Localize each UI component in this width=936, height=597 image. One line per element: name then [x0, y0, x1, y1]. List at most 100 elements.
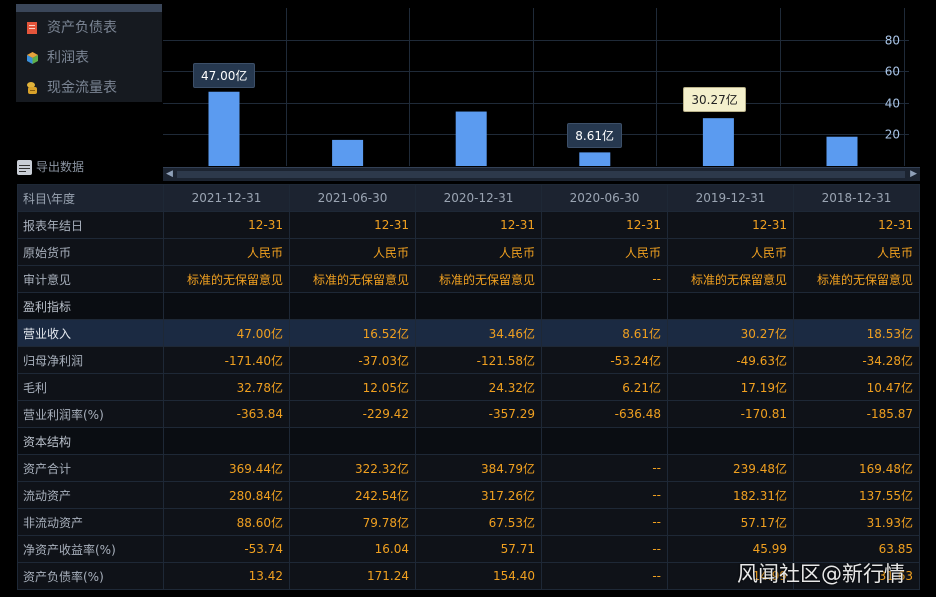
table-cell: 12-31 — [667, 211, 794, 239]
revenue-bar-chart: 20 40 60 80 47.00亿 8.61亿 30.27亿 — [163, 8, 920, 168]
menu-item-income-statement[interactable]: 利润表 — [26, 45, 89, 69]
table-cell: 标准的无保留意见 — [415, 265, 542, 293]
table-cell: 242.54亿 — [289, 481, 416, 509]
table-row: 流动资产 280.84亿 242.54亿 317.26亿 -- 182.31亿 137.55… — [17, 481, 920, 509]
row-label: 盈利指标 — [17, 292, 164, 320]
table-cell: 30.27亿 — [667, 319, 794, 347]
table-cell: -34.28亿 — [793, 346, 920, 374]
menu-item-label: 资产负债表 — [47, 20, 117, 36]
table-cell — [163, 427, 290, 455]
export-icon — [17, 160, 32, 175]
table-cell: 13.42 — [163, 562, 290, 590]
chart-scrollbar[interactable]: ◀ ▶ — [163, 167, 920, 181]
table-cell: -53.74 — [163, 535, 290, 563]
income-statement-icon — [26, 50, 39, 64]
section-row: 资本结构 — [17, 427, 920, 455]
table-cell: 24.32亿 — [415, 373, 542, 401]
table-cell: 12.05亿 — [289, 373, 416, 401]
table-cell: -170.81 — [667, 400, 794, 428]
chart-canvas: 20 40 60 80 — [163, 8, 909, 166]
export-label: 导出数据 — [36, 160, 85, 174]
scroll-left-icon[interactable]: ◀ — [166, 169, 173, 179]
row-label: 原始货币 — [17, 238, 164, 266]
sidebar-top-bar — [16, 4, 162, 12]
table-cell: 317.26亿 — [415, 481, 542, 509]
table-cell: 280.84亿 — [163, 481, 290, 509]
table-cell: -357.29 — [415, 400, 542, 428]
column-header[interactable]: 2021-12-31 — [163, 184, 290, 212]
table-cell: -171.40亿 — [163, 346, 290, 374]
table-cell — [415, 292, 542, 320]
table-header-row: 科目\年度 2021-12-31 2021-06-30 2020-12-31 2… — [17, 184, 920, 212]
table-cell: 8.61亿 — [541, 319, 668, 347]
table-cell: 人民币 — [289, 238, 416, 266]
export-data-button[interactable]: 导出数据 — [17, 158, 84, 175]
table-cell: 标准的无保留意见 — [289, 265, 416, 293]
table-cell: -363.84 — [163, 400, 290, 428]
column-header[interactable]: 2021-06-30 — [289, 184, 416, 212]
column-header[interactable]: 2018-12-31 — [793, 184, 920, 212]
table-cell: 88.60亿 — [163, 508, 290, 536]
bar-2021-12-31[interactable] — [208, 91, 240, 166]
table-cell: -229.42 — [289, 400, 416, 428]
menu-item-cash-flow[interactable]: 现金流量表 — [26, 75, 117, 99]
table-cell: 182.31亿 — [667, 481, 794, 509]
y-tick-label: 40 — [885, 97, 900, 111]
column-header[interactable]: 2020-06-30 — [541, 184, 668, 212]
data-label-bubble: 47.00亿 — [193, 62, 256, 88]
table-cell: 137.55亿 — [793, 481, 920, 509]
table-cell: 57.17亿 — [667, 508, 794, 536]
table-cell: -- — [541, 535, 668, 563]
bar-2020-06-30[interactable] — [579, 152, 611, 166]
cash-flow-icon — [26, 80, 39, 94]
row-label: 报表年结日 — [17, 211, 164, 239]
bar-2019-12-31[interactable] — [702, 118, 734, 166]
table-cell: -49.63亿 — [667, 346, 794, 374]
bar-2021-06-30[interactable] — [332, 139, 364, 166]
y-tick-label: 20 — [885, 128, 900, 142]
table-row: 毛利 32.78亿 12.05亿 24.32亿 6.21亿 17.19亿 10.47亿 — [17, 373, 920, 401]
table-cell — [289, 292, 416, 320]
table-cell: 47.00亿 — [163, 319, 290, 347]
scrollbar-thumb[interactable] — [177, 171, 905, 178]
table-cell — [541, 427, 668, 455]
table-cell: -- — [541, 562, 668, 590]
table-row: 归母净利润 -171.40亿 -37.03亿 -121.58亿 -53.24亿 -49.6… — [17, 346, 920, 374]
table-cell: 标准的无保留意见 — [163, 265, 290, 293]
table-cell: 6.21亿 — [541, 373, 668, 401]
table-cell: 人民币 — [541, 238, 668, 266]
table-cell: 12-31 — [793, 211, 920, 239]
watermark: 风闻社区@新行情 — [737, 562, 905, 586]
column-header[interactable]: 2020-12-31 — [415, 184, 542, 212]
table-cell: 标准的无保留意见 — [667, 265, 794, 293]
row-label: 资产合计 — [17, 454, 164, 482]
scroll-right-icon[interactable]: ▶ — [910, 169, 917, 179]
table-cell: 人民币 — [163, 238, 290, 266]
table-cell: 154.40 — [415, 562, 542, 590]
table-cell: 31.93亿 — [793, 508, 920, 536]
row-label: 资本结构 — [17, 427, 164, 455]
table-cell: 18.53亿 — [793, 319, 920, 347]
table-row: 资产合计 369.44亿 322.32亿 384.79亿 -- 239.48亿 169.48… — [17, 454, 920, 482]
table-cell: -- — [541, 265, 668, 293]
table-cell: -37.03亿 — [289, 346, 416, 374]
menu-item-balance-sheet[interactable]: 资产负债表 — [26, 15, 117, 39]
table-cell: 人民币 — [793, 238, 920, 266]
table-cell: 16.04 — [289, 535, 416, 563]
row-label: 归母净利润 — [17, 346, 164, 374]
table-cell: 14.99 — [667, 562, 794, 590]
table-cell: -53.24亿 — [541, 346, 668, 374]
bar-2020-12-31[interactable] — [455, 111, 487, 166]
table-cell: 31.63 — [793, 562, 920, 590]
column-header[interactable]: 2019-12-31 — [667, 184, 794, 212]
table-cell: 12-31 — [541, 211, 668, 239]
balance-sheet-icon — [26, 20, 39, 34]
menu-item-label: 利润表 — [47, 50, 89, 66]
bar-2018-12-31[interactable] — [826, 136, 858, 166]
table-cell: 12-31 — [163, 211, 290, 239]
table-cell: 45.99 — [667, 535, 794, 563]
row-label: 营业收入 — [17, 319, 164, 347]
table-cell: -- — [541, 508, 668, 536]
table-row: 审计意见 标准的无保留意见 标准的无保留意见 标准的无保留意见 -- 标准的无保留意见 标准… — [17, 265, 920, 293]
table-cell: 人民币 — [667, 238, 794, 266]
